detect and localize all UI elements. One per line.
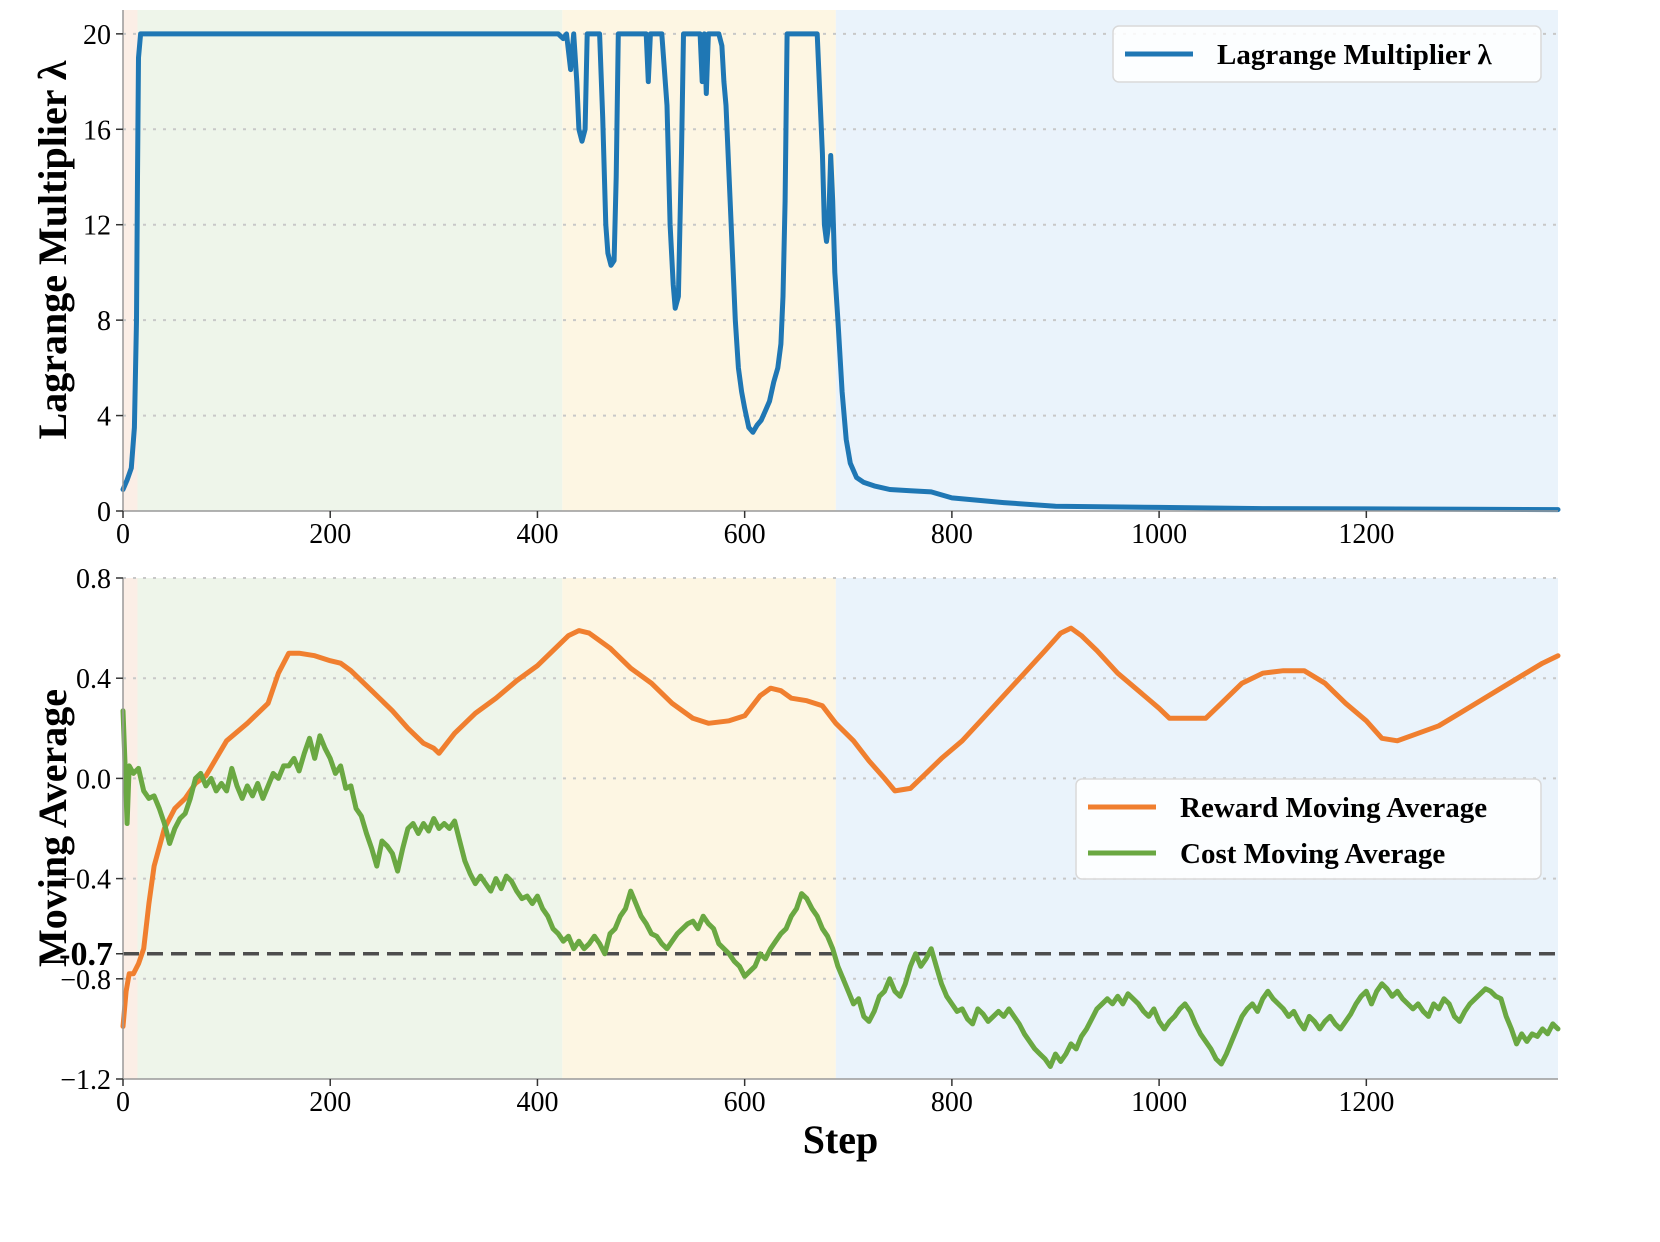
phase-band-3	[562, 578, 836, 1079]
series-line-lagrange-multiplier	[120, 31, 1561, 513]
y-tick-label: 20	[83, 20, 111, 51]
legend-label-reward-moving-average: Reward Moving Average	[1180, 792, 1487, 824]
y-tick-label: 4	[97, 402, 111, 433]
x-tick-label: 1200	[1338, 519, 1394, 550]
x-tick-label: 400	[516, 519, 558, 550]
y-axis-title: Lagrange Multiplier λ	[30, 60, 75, 439]
legend-frame	[1075, 778, 1542, 880]
y-tick-label: −1.2	[60, 1065, 111, 1096]
x-tick-label: 1000	[1131, 1087, 1187, 1118]
y-tick-label: −0.4	[60, 865, 111, 896]
y-tick-label: −0.8	[60, 965, 111, 996]
legend: Reward Moving Average Cost Moving Average	[1075, 778, 1542, 880]
legend-frame	[1112, 25, 1542, 83]
phase-band-2	[137, 10, 563, 511]
x-tick-label: 600	[724, 519, 766, 550]
phase-band-4	[835, 10, 1558, 511]
y-axis-title: Moving Average	[30, 689, 75, 967]
series-line-reward-moving-average	[120, 625, 1561, 1029]
y-tick-label: 8	[97, 306, 111, 337]
x-tick-label: 600	[724, 1087, 766, 1118]
x-tick-label: 1000	[1131, 519, 1187, 550]
legend-label-cost-moving-average: Cost Moving Average	[1180, 838, 1445, 870]
legend: Lagrange Multiplier λ	[1112, 25, 1542, 83]
x-tick-label: 1200	[1338, 1087, 1394, 1118]
y-tick-label: 12	[83, 211, 111, 242]
moving-average-panel: 0 200 400 600 800 1000 1200 −1.2 −0.8 −0.4 0.0 0.4 0…	[30, 564, 1561, 1162]
x-tick-label: 800	[931, 1087, 973, 1118]
phase-band-2	[137, 578, 563, 1079]
x-tick-label: 0	[116, 519, 130, 550]
y-tick-label: 0.0	[76, 764, 111, 795]
series-line-cost-moving-average	[120, 708, 1561, 1069]
x-tick-label: 0	[116, 1087, 130, 1118]
y-tick-label: 16	[83, 115, 111, 146]
y-tick-label: 0.4	[76, 664, 111, 695]
x-axis-title: Step	[803, 1117, 879, 1162]
x-tick-label: 400	[516, 1087, 558, 1118]
threshold-tick-label: -0.7	[59, 936, 113, 973]
x-tick-label: 200	[309, 519, 351, 550]
x-tick-label: 800	[931, 519, 973, 550]
y-tick-label: 0	[97, 497, 111, 528]
y-tick-label: 0.8	[76, 564, 111, 595]
x-tick-label: 200	[309, 1087, 351, 1118]
legend-label-lagrange-multiplier: Lagrange Multiplier λ	[1217, 39, 1492, 71]
lambda-panel: 0 200 400 600 800 1000 1200 0 4 8 12 16 20 Lagrange M…	[30, 10, 1561, 550]
